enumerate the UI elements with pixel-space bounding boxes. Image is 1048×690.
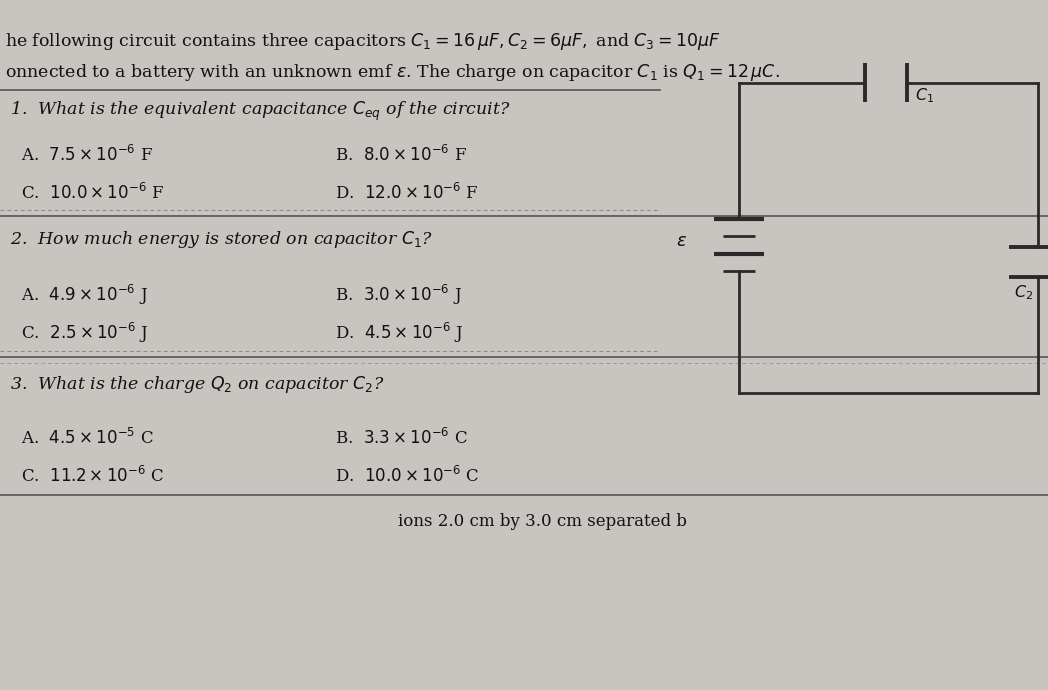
Text: onnected to a battery with an unknown emf $\varepsilon$. The charge on capacitor: onnected to a battery with an unknown em… bbox=[5, 62, 780, 83]
Text: $\varepsilon$: $\varepsilon$ bbox=[676, 233, 687, 250]
Text: B.  $3.3 \times 10^{-6}$ C: B. $3.3 \times 10^{-6}$ C bbox=[335, 428, 468, 448]
Text: $C_2$: $C_2$ bbox=[1014, 283, 1033, 302]
Text: 2.  How much energy is stored on capacitor $C_1$?: 2. How much energy is stored on capacito… bbox=[10, 229, 434, 250]
Text: he following circuit contains three capacitors $C_1 = 16\,\mu F, C_2 = 6\mu F,$ : he following circuit contains three capa… bbox=[5, 31, 721, 52]
Text: C.  $11.2 \times 10^{-6}$ C: C. $11.2 \times 10^{-6}$ C bbox=[21, 466, 163, 486]
Text: D.  $10.0 \times 10^{-6}$ C: D. $10.0 \times 10^{-6}$ C bbox=[335, 466, 480, 486]
Text: C.  $10.0 \times 10^{-6}$ F: C. $10.0 \times 10^{-6}$ F bbox=[21, 183, 165, 203]
Text: D.  $12.0 \times 10^{-6}$ F: D. $12.0 \times 10^{-6}$ F bbox=[335, 183, 479, 203]
Text: B.  $3.0 \times 10^{-6}$ J: B. $3.0 \times 10^{-6}$ J bbox=[335, 283, 462, 307]
Text: A.  $7.5 \times 10^{-6}$ F: A. $7.5 \times 10^{-6}$ F bbox=[21, 145, 153, 165]
Text: B.  $8.0 \times 10^{-6}$ F: B. $8.0 \times 10^{-6}$ F bbox=[335, 145, 467, 165]
Text: C.  $2.5 \times 10^{-6}$ J: C. $2.5 \times 10^{-6}$ J bbox=[21, 321, 149, 345]
Text: $C_1$: $C_1$ bbox=[915, 86, 934, 105]
Text: A.  $4.9 \times 10^{-6}$ J: A. $4.9 \times 10^{-6}$ J bbox=[21, 283, 148, 307]
Text: 1.  What is the equivalent capacitance $C_{eq}$ of the circuit?: 1. What is the equivalent capacitance $C… bbox=[10, 100, 511, 124]
Text: ions 2.0 cm by 3.0 cm separated b: ions 2.0 cm by 3.0 cm separated b bbox=[398, 513, 687, 530]
Text: A.  $4.5 \times 10^{-5}$ C: A. $4.5 \times 10^{-5}$ C bbox=[21, 428, 154, 448]
Text: 3.  What is the charge $Q_2$ on capacitor $C_2$?: 3. What is the charge $Q_2$ on capacitor… bbox=[10, 374, 385, 395]
Text: D.  $4.5 \times 10^{-6}$ J: D. $4.5 \times 10^{-6}$ J bbox=[335, 321, 463, 345]
